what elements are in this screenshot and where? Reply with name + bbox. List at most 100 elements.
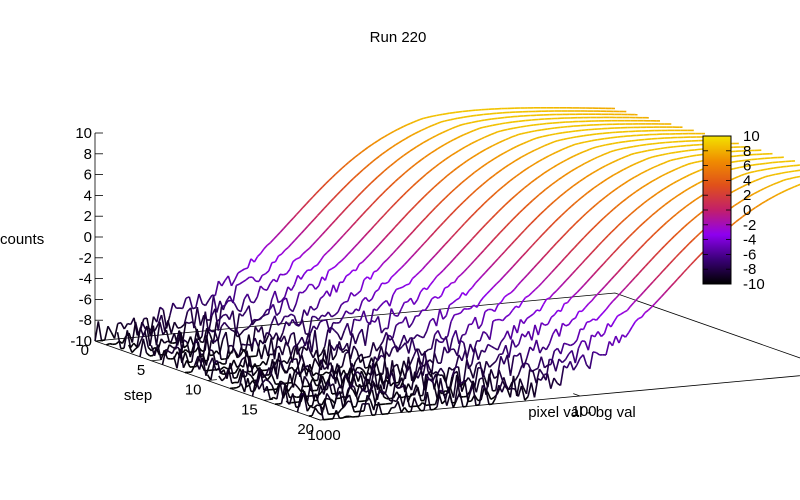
- curve-segment: [594, 292, 599, 298]
- curve-segment: [778, 172, 782, 175]
- curve-segment: [329, 373, 335, 380]
- curve-segment: [461, 349, 467, 362]
- curve-segment: [563, 158, 568, 163]
- curve-segment: [776, 180, 781, 184]
- curve-segment: [344, 300, 348, 303]
- curve-segment: [445, 304, 451, 316]
- curve-segment: [309, 325, 315, 334]
- curve-segment: [636, 247, 642, 252]
- curve-segment: [498, 369, 504, 381]
- curve-segment: [379, 384, 385, 398]
- curve-segment: [349, 415, 353, 418]
- curve-segment: [328, 268, 333, 272]
- curve-segment: [534, 285, 540, 290]
- curve-segment: [622, 167, 627, 171]
- curve-segment: [283, 273, 287, 276]
- curve-segment: [551, 359, 557, 372]
- curve-segment: [745, 211, 750, 215]
- curve-segment: [306, 305, 312, 316]
- curve-segment: [446, 214, 451, 220]
- curve-segment: [459, 201, 464, 207]
- curve-segment: [605, 163, 610, 167]
- curve-segment: [448, 366, 453, 371]
- curve-segment: [267, 299, 273, 315]
- curve-segment: [246, 324, 252, 330]
- curve-segment: [342, 231, 348, 237]
- curve-segment: [383, 134, 388, 138]
- curve-segment: [462, 333, 466, 336]
- curve-segment: [466, 263, 472, 269]
- curve-segment: [545, 359, 551, 381]
- curve-segment: [508, 266, 514, 271]
- curve-segment: [582, 354, 588, 365]
- curve-segment: [408, 231, 414, 236]
- curve-segment: [189, 345, 195, 358]
- curve-segment: [312, 349, 318, 359]
- curve-segment: [442, 113, 447, 116]
- curve-segment: [386, 367, 392, 387]
- curve-segment: [529, 267, 535, 272]
- curve-segment: [550, 377, 555, 389]
- curve-segment: [239, 369, 244, 387]
- curve-segment: [456, 371, 462, 388]
- curve-segment: [534, 324, 540, 336]
- curve-segment: [594, 138, 598, 141]
- curve-segment: [556, 195, 561, 200]
- curve-segment: [529, 313, 534, 317]
- z-tick-label: -4: [79, 271, 92, 288]
- curve-segment: [668, 259, 674, 265]
- y-tick: [207, 379, 217, 381]
- curve-segment: [340, 405, 346, 410]
- curve-segment: [539, 210, 545, 215]
- curve-segment: [481, 119, 485, 122]
- curve-segment: [479, 296, 485, 302]
- curve-segment: [698, 194, 703, 199]
- curve-segment: [463, 132, 468, 136]
- curve-segment: [546, 297, 551, 300]
- curve-segment: [472, 380, 478, 393]
- curve-segment: [358, 261, 363, 265]
- curve-segment: [292, 303, 297, 313]
- curve-segment: [552, 242, 558, 248]
- curve-segment: [363, 185, 369, 190]
- curve-segment: [376, 305, 381, 311]
- curve-segment: [638, 316, 643, 320]
- curve-segment: [301, 319, 307, 334]
- curve-segment: [510, 288, 515, 294]
- curve-segment: [614, 186, 619, 191]
- curve-segment: [469, 156, 474, 160]
- curve-segment: [761, 200, 766, 204]
- curve-segment: [136, 327, 142, 348]
- curve-segment: [509, 355, 515, 376]
- curve-segment: [437, 247, 443, 253]
- curve-segment: [256, 285, 262, 298]
- curve-segment: [451, 188, 456, 193]
- curve-segment: [571, 269, 577, 275]
- curve-segment: [188, 296, 194, 309]
- curve-segment: [768, 174, 773, 177]
- curve-segment: [492, 235, 498, 241]
- curve-segment: [279, 359, 285, 370]
- curve-segment: [752, 163, 757, 166]
- curve-segment: [689, 172, 694, 176]
- curve-segment: [214, 280, 220, 296]
- curve-segment: [683, 267, 688, 273]
- curve-segment: [468, 384, 474, 396]
- curve-segment: [337, 212, 343, 218]
- curve-segment: [605, 256, 611, 262]
- curve-segment: [773, 166, 778, 169]
- curve-segment: [611, 335, 617, 347]
- curve-segment: [617, 184, 622, 189]
- curve-segment: [466, 343, 472, 359]
- curve-segment: [638, 269, 643, 274]
- curve-segment: [363, 395, 369, 412]
- curve-segment: [417, 129, 422, 133]
- colorbar-tick-label: 6: [743, 158, 751, 175]
- curve-segment: [412, 348, 418, 357]
- curve-segment: [464, 379, 469, 402]
- curve-segment: [176, 348, 182, 369]
- curve-segment: [430, 186, 435, 191]
- curve-segment: [534, 129, 539, 132]
- curve-segment: [645, 157, 650, 161]
- curve-segment: [480, 164, 485, 169]
